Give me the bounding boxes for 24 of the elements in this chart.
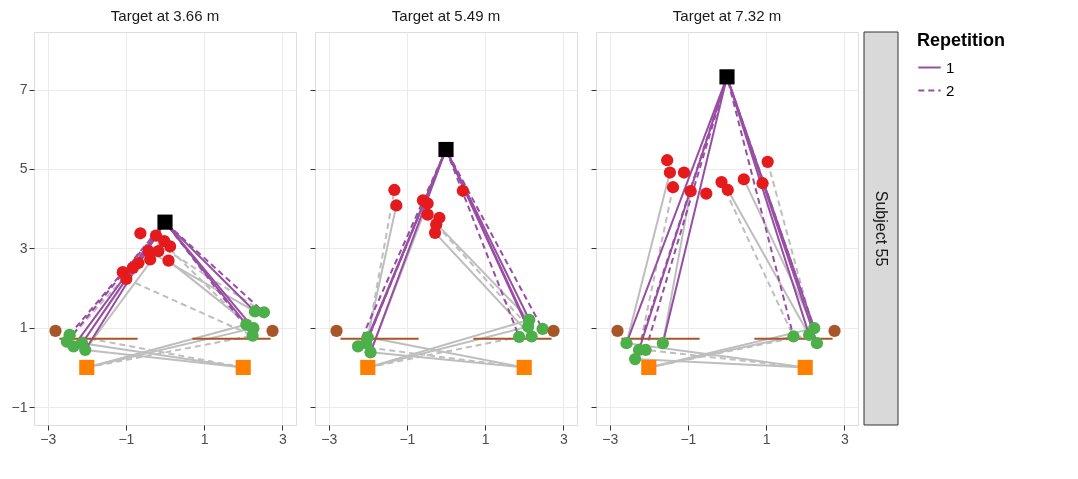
legend-label: 1 xyxy=(946,58,955,76)
x-tick-label: 3 xyxy=(840,430,849,447)
chart-title: Target at 5.49 m xyxy=(391,7,501,24)
y-tick-label: 7 xyxy=(19,81,28,98)
y-tick-label: −1 xyxy=(11,398,28,415)
y-tick-label: 1 xyxy=(19,319,28,336)
x-tick-label: −3 xyxy=(321,430,338,447)
y-tick-label: 5 xyxy=(19,160,28,177)
x-tick-label: 3 xyxy=(559,430,568,447)
x-tick-label: −3 xyxy=(602,430,619,447)
x-tick-label: −1 xyxy=(118,430,135,447)
x-tick-label: −1 xyxy=(399,430,416,447)
text: Subject 55 xyxy=(873,190,890,267)
chart-title: Target at 3.66 m xyxy=(110,7,220,24)
legend-label: 2 xyxy=(946,81,955,99)
x-tick-label: 1 xyxy=(762,430,771,447)
chart-title: Target at 7.32 m xyxy=(672,6,782,24)
x-tick-label: 1 xyxy=(200,430,209,447)
x-tick-label: −1 xyxy=(680,430,697,447)
legend-title: Repetition xyxy=(917,30,1005,50)
x-tick-label: 3 xyxy=(278,430,287,447)
y-tick-label: 3 xyxy=(19,239,28,256)
x-tick-label: 1 xyxy=(481,430,490,447)
x-tick-label: −3 xyxy=(40,430,57,447)
